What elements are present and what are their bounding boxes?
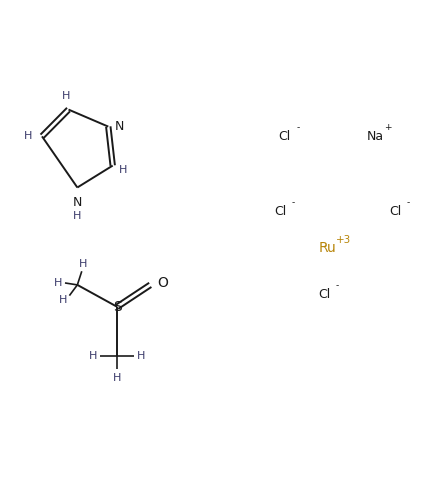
Text: H: H bbox=[113, 373, 121, 383]
Text: H: H bbox=[59, 296, 67, 305]
Text: H: H bbox=[89, 351, 97, 360]
Text: +3: +3 bbox=[336, 235, 351, 244]
Text: H: H bbox=[62, 91, 70, 101]
Text: -: - bbox=[407, 199, 410, 207]
Text: Cl: Cl bbox=[278, 130, 291, 143]
Text: H: H bbox=[137, 351, 145, 360]
Text: Cl: Cl bbox=[389, 206, 401, 218]
Text: N: N bbox=[115, 120, 124, 133]
Text: N: N bbox=[72, 196, 82, 209]
Text: H: H bbox=[119, 166, 128, 175]
Text: Ru: Ru bbox=[318, 242, 336, 255]
Text: H: H bbox=[24, 131, 32, 141]
Text: +: + bbox=[385, 123, 392, 132]
Text: Cl: Cl bbox=[274, 206, 286, 218]
Text: -: - bbox=[296, 123, 299, 132]
Text: Na: Na bbox=[367, 130, 384, 143]
Text: O: O bbox=[157, 276, 168, 290]
Text: H: H bbox=[73, 211, 81, 221]
Text: H: H bbox=[79, 260, 87, 269]
Text: S: S bbox=[113, 300, 122, 314]
Text: H: H bbox=[54, 278, 62, 288]
Text: -: - bbox=[292, 199, 295, 207]
Text: -: - bbox=[336, 281, 339, 290]
Text: Cl: Cl bbox=[318, 288, 331, 301]
